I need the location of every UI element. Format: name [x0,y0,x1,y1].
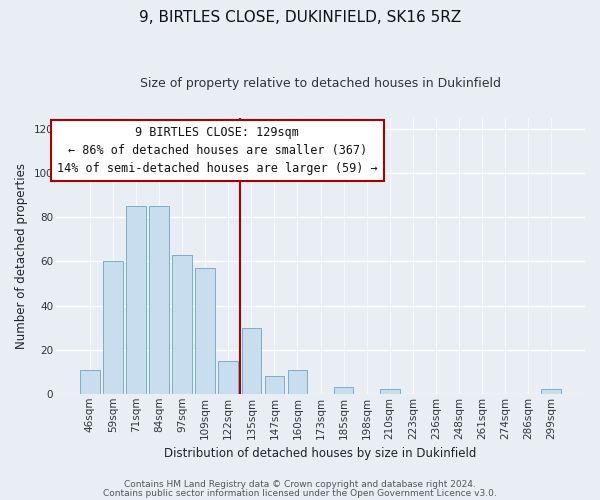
Text: 9, BIRTLES CLOSE, DUKINFIELD, SK16 5RZ: 9, BIRTLES CLOSE, DUKINFIELD, SK16 5RZ [139,10,461,25]
Bar [334,387,353,394]
Text: Contains public sector information licensed under the Open Government Licence v3: Contains public sector information licen… [103,488,497,498]
Bar [149,206,169,394]
Bar [380,390,400,394]
Text: Contains HM Land Registry data © Crown copyright and database right 2024.: Contains HM Land Registry data © Crown c… [124,480,476,489]
Bar [126,206,146,394]
Text: 9 BIRTLES CLOSE: 129sqm
← 86% of detached houses are smaller (367)
14% of semi-d: 9 BIRTLES CLOSE: 129sqm ← 86% of detache… [57,126,378,176]
Bar [287,370,307,394]
Bar [218,360,238,394]
Bar [80,370,100,394]
Bar [103,262,123,394]
Bar [196,268,215,394]
Bar [242,328,261,394]
Y-axis label: Number of detached properties: Number of detached properties [15,163,28,349]
Bar [541,390,561,394]
X-axis label: Distribution of detached houses by size in Dukinfield: Distribution of detached houses by size … [164,447,477,460]
Bar [265,376,284,394]
Title: Size of property relative to detached houses in Dukinfield: Size of property relative to detached ho… [140,78,501,90]
Bar [172,255,192,394]
